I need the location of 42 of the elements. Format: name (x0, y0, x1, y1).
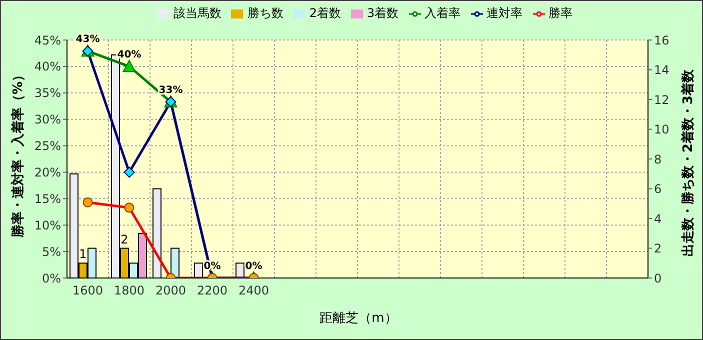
legend-label: 3着数 (367, 6, 399, 20)
x-tick-label: 2000 (155, 284, 186, 298)
legend-label: 入着率 (424, 6, 461, 20)
y-tick-label: 5% (42, 244, 61, 259)
y2-tick-label: 12 (654, 92, 670, 107)
y2-tick-label: 8 (654, 152, 662, 166)
legend-label: 連対率 (486, 6, 523, 20)
y-tick-label: 35% (34, 86, 61, 100)
y-tick-label: 25% (34, 139, 61, 154)
y-tick-label: 0% (42, 271, 61, 286)
y-axis-title: 勝率・連対率・入着率（%） (10, 68, 27, 238)
y2-axis-title: 出走数・勝ち数・2着数・3着数 (680, 69, 697, 257)
x-tick-label: 1600 (72, 284, 104, 298)
y-tick-label: 40% (34, 60, 61, 74)
y-tick-label: 20% (34, 165, 61, 180)
y2-tick-label: 14 (654, 63, 670, 78)
legend-label: 2着数 (309, 6, 341, 20)
y2-tick-label: 2 (654, 242, 662, 256)
data-label: 2 (120, 232, 128, 246)
legend-label: 勝率 (548, 6, 573, 20)
y2-tick-label: 0 (654, 271, 662, 286)
point (122, 60, 136, 72)
y-tick-label: 45% (34, 33, 61, 48)
y-tick-label: 30% (34, 112, 61, 127)
y2-tick-label: 10 (654, 122, 670, 137)
legend-label: 該当馬数 (173, 6, 222, 20)
data-label: 43% (76, 34, 100, 46)
y2-tick-label: 4 (654, 212, 662, 226)
y-tick-label: 10% (34, 218, 61, 232)
point (124, 166, 135, 178)
data-label: 0% (245, 261, 262, 272)
x-tick-label: 1800 (114, 284, 145, 298)
x-axis-title: 距離芝（m） (318, 310, 398, 327)
y-tick-label: 15% (34, 192, 61, 206)
x-tick-label: 2400 (238, 284, 270, 298)
y2-tick-label: 16 (654, 33, 670, 48)
data-label: 33% (158, 84, 183, 96)
y2-tick-label: 6 (654, 182, 662, 196)
x-tick-label: 2200 (196, 284, 228, 298)
legend-label: 勝ち数 (247, 6, 284, 20)
data-label: 40% (117, 49, 142, 60)
data-label: 1 (79, 247, 87, 262)
